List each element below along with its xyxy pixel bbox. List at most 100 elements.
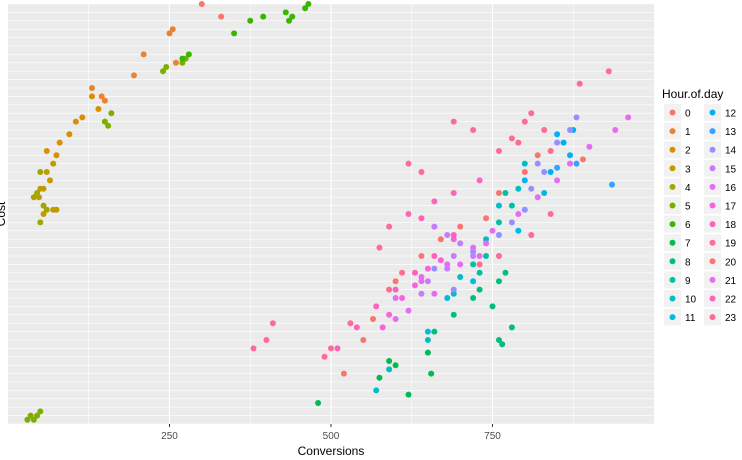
legend-label-12: 12 (725, 109, 737, 120)
point-hour-22 (431, 253, 438, 259)
point-hour-11 (424, 328, 431, 335)
legend-label-15: 15 (725, 164, 737, 175)
point-hour-7 (376, 374, 383, 381)
point-hour-6 (247, 17, 254, 24)
point-hour-10 (373, 387, 380, 394)
point-hour-2 (53, 152, 60, 159)
point-hour-8 (489, 303, 496, 310)
legend-swatch-11 (669, 314, 676, 321)
point-hour-22 (334, 345, 341, 352)
point-hour-6 (302, 5, 309, 12)
point-hour-23 (263, 337, 270, 343)
point-hour-6 (231, 30, 238, 37)
point-hour-4 (40, 202, 47, 209)
legend-label-21: 21 (725, 276, 737, 287)
point-hour-5 (101, 118, 108, 125)
legend-label-4: 4 (685, 183, 691, 194)
point-hour-19 (515, 139, 522, 146)
x-tick-label-1: 500 (323, 431, 340, 442)
legend-label-10: 10 (685, 295, 697, 306)
point-hour-0 (218, 13, 225, 20)
point-hour-14 (554, 139, 561, 146)
point-hour-22 (450, 232, 457, 238)
point-hour-5 (37, 408, 44, 415)
legend-swatch-23 (709, 314, 716, 321)
legend-swatch-9 (669, 276, 676, 283)
point-hour-16 (483, 240, 490, 247)
point-hour-3 (37, 185, 44, 192)
point-hour-19 (547, 148, 554, 154)
point-hour-13 (609, 181, 616, 188)
point-hour-3 (50, 160, 57, 167)
point-hour-4 (37, 219, 44, 226)
point-hour-10 (515, 185, 522, 192)
point-hour-20 (392, 278, 399, 285)
point-hour-23 (347, 320, 354, 327)
legend-swatch-18 (709, 221, 716, 228)
point-hour-12 (554, 131, 561, 138)
point-hour-21 (567, 160, 574, 167)
point-hour-7 (392, 362, 399, 369)
legend-label-18: 18 (725, 220, 737, 231)
point-hour-16 (476, 253, 483, 259)
point-hour-16 (392, 316, 399, 322)
point-hour-20 (437, 236, 444, 243)
point-hour-3 (53, 206, 60, 213)
point-hour-20 (369, 316, 376, 322)
point-hour-8 (450, 311, 457, 318)
point-hour-1 (172, 59, 179, 66)
point-hour-19 (405, 160, 412, 167)
legend-swatch-13 (709, 128, 716, 135)
legend-title: Hour.of.day (662, 87, 723, 101)
point-hour-8 (470, 295, 477, 301)
point-hour-11 (515, 227, 522, 234)
point-hour-21 (489, 227, 496, 234)
point-hour-14 (495, 232, 502, 238)
point-hour-16 (457, 261, 464, 268)
point-hour-9 (495, 219, 502, 226)
legend-label-9: 9 (685, 276, 691, 287)
point-hour-18 (405, 211, 412, 217)
point-hour-15 (457, 240, 464, 247)
point-hour-5 (27, 412, 34, 419)
point-hour-21 (444, 261, 451, 268)
point-hour-13 (554, 164, 561, 171)
point-hour-8 (499, 341, 506, 348)
legend-swatch-15 (709, 165, 716, 172)
point-hour-21 (586, 143, 593, 150)
legend-label-3: 3 (685, 164, 691, 175)
point-hour-5 (163, 64, 170, 70)
point-hour-8 (502, 269, 509, 276)
legend-swatch-1 (669, 128, 676, 135)
legend-swatch-2 (669, 146, 676, 153)
point-hour-21 (554, 177, 561, 184)
point-hour-17 (411, 282, 418, 289)
legend-swatch-12 (709, 109, 716, 116)
point-hour-1 (166, 30, 173, 37)
point-hour-22 (353, 324, 360, 331)
point-hour-4 (43, 206, 50, 213)
legend-label-1: 1 (685, 127, 691, 138)
point-hour-11 (444, 295, 451, 301)
point-hour-8 (495, 278, 502, 285)
point-hour-23 (321, 353, 328, 360)
point-hour-15 (418, 290, 425, 297)
point-hour-14 (450, 286, 457, 293)
point-hour-21 (515, 211, 522, 217)
point-hour-6 (305, 1, 312, 7)
point-hour-7 (424, 349, 431, 356)
point-hour-19 (495, 148, 502, 154)
point-hour-10 (424, 337, 431, 343)
point-hour-19 (470, 127, 477, 133)
point-hour-9 (476, 269, 483, 276)
point-hour-20 (457, 223, 464, 230)
point-hour-18 (476, 177, 483, 184)
point-hour-5 (105, 122, 112, 129)
data-points (24, 1, 632, 423)
point-hour-15 (424, 278, 431, 285)
point-hour-19 (450, 118, 457, 125)
point-hour-19 (541, 127, 548, 133)
legend-label-17: 17 (725, 202, 737, 213)
legend-label-23: 23 (725, 313, 737, 324)
